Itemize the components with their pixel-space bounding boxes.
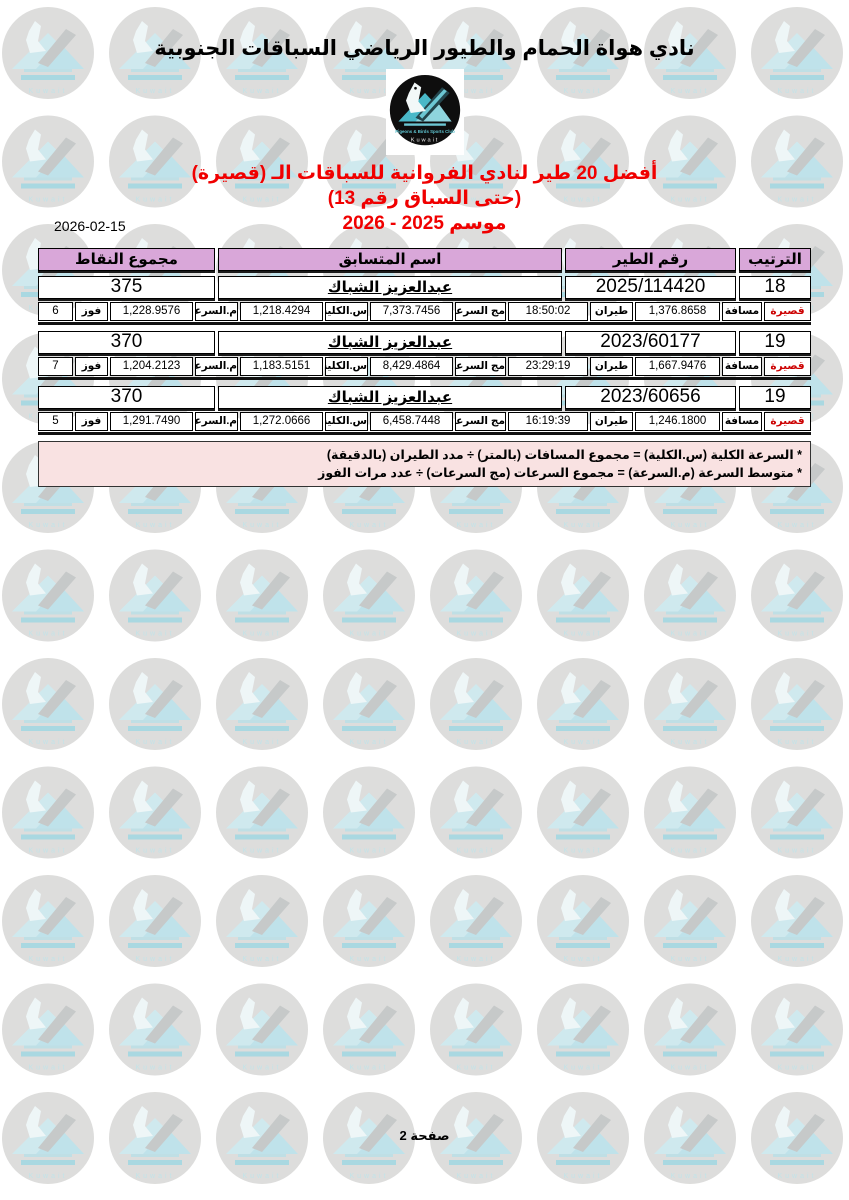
sum-speeds-label: مج السرعات — [455, 302, 506, 321]
distance-label: مسافة — [722, 357, 762, 376]
bird-number-cell: 2023/60656 — [565, 386, 736, 409]
note-total-speed: * السرعة الكلية (س.الكلية) = مجموع المسا… — [326, 448, 802, 462]
avg-speed-label: م.السرعة — [195, 357, 238, 376]
total-speed-value: 1,183.5151 — [240, 357, 323, 376]
distance-label: مسافة — [722, 302, 762, 321]
flight-time-value: 16:19:39 — [508, 412, 588, 431]
record-main-row: 19 2023/60656 عبدالعزيز الشباك 370 — [38, 386, 811, 409]
club-logo: Pigeons & Birds Sports Club Kuwait — [385, 69, 464, 155]
logo-arabic-text-line — [403, 123, 446, 126]
club-logo-icon: Pigeons & Birds Sports Club Kuwait — [389, 74, 460, 146]
page-footer: صفحة 2 — [399, 1128, 450, 1143]
table-header-row: الترتيب رقم الطير اسم المتسابق مجموع الن… — [38, 248, 811, 271]
flight-time-value: 23:29:19 — [508, 357, 588, 376]
note-average-speed: * متوسط السرعة (م.السرعة) = مجموع السرعا… — [318, 466, 802, 480]
wins-value: 7 — [38, 357, 73, 376]
table-row: 18 2025/114420 عبدالعزيز الشباك 375 قصير… — [38, 276, 811, 325]
header-competitor-name: اسم المتسابق — [218, 248, 562, 271]
avg-speed-label: م.السرعة — [195, 412, 238, 431]
distance-value: 1,246.1800 — [635, 412, 720, 431]
record-detail-row: قصيرة مسافة 1,376.8658 طيران 18:50:02 مج… — [38, 302, 811, 325]
logo-pigeon-icon — [405, 82, 426, 113]
record-detail-row: قصيرة مسافة 1,667.9476 طيران 23:29:19 مج… — [38, 357, 811, 380]
avg-speed-value: 1,291.7490 — [110, 412, 193, 431]
rank-cell: 19 — [739, 386, 811, 409]
rank-cell: 18 — [739, 276, 811, 299]
total-speed-label: س.الكلية — [325, 302, 368, 321]
wins-value: 5 — [38, 412, 73, 431]
total-speed-value: 1,218.4294 — [240, 302, 323, 321]
logo-country-label: Kuwait — [410, 137, 438, 143]
win-label: فوز — [75, 357, 108, 376]
competitor-name-cell: عبدالعزيز الشباك — [218, 386, 562, 409]
sum-speeds-value: 8,429.4864 — [370, 357, 453, 376]
win-label: فوز — [75, 412, 108, 431]
record-detail-row: قصيرة مسافة 1,246.1800 طيران 16:19:39 مج… — [38, 412, 811, 435]
category-label: قصيرة — [764, 412, 811, 431]
flight-label: طيران — [590, 357, 633, 376]
total-speed-value: 1,272.0666 — [240, 412, 323, 431]
avg-speed-value: 1,228.9576 — [110, 302, 193, 321]
rank-cell: 19 — [739, 331, 811, 354]
avg-speed-label: م.السرعة — [195, 302, 238, 321]
distance-label: مسافة — [722, 412, 762, 431]
table-row: 19 2023/60177 عبدالعزيز الشباك 370 قصيرة… — [38, 331, 811, 380]
bird-number-cell: 2025/114420 — [565, 276, 736, 299]
record-main-row: 18 2025/114420 عبدالعزيز الشباك 375 — [38, 276, 811, 299]
points-cell: 370 — [38, 331, 215, 354]
sum-speeds-label: مج السرعات — [455, 357, 506, 376]
flight-label: طيران — [590, 412, 633, 431]
win-label: فوز — [75, 302, 108, 321]
distance-value: 1,376.8658 — [635, 302, 720, 321]
competitor-name-cell: عبدالعزيز الشباك — [218, 331, 562, 354]
competitor-name-cell: عبدالعزيز الشباك — [218, 276, 562, 299]
category-label: قصيرة — [764, 357, 811, 376]
distance-value: 1,667.9476 — [635, 357, 720, 376]
header-total-points: مجموع النقاط — [38, 248, 215, 271]
logo-band-stripe — [418, 89, 447, 119]
category-label: قصيرة — [764, 302, 811, 321]
pigeon-eye — [413, 86, 417, 90]
bird-number-cell: 2023/60177 — [565, 331, 736, 354]
report-headings: أفضل 20 طير لنادي الفروانية للسباقات الـ… — [0, 161, 849, 236]
heading-best-birds: أفضل 20 طير لنادي الفروانية للسباقات الـ… — [191, 163, 658, 184]
formula-notes: * السرعة الكلية (س.الكلية) = مجموع المسا… — [38, 441, 811, 487]
heading-season: موسم 2025 - 2026 — [342, 213, 507, 234]
logo-club-name-en: Pigeons & Birds Sports Club — [395, 129, 455, 134]
flight-time-value: 18:50:02 — [508, 302, 588, 321]
points-cell: 370 — [38, 386, 215, 409]
page-title: نادي هواة الحمام والطيور الرياضي السباقا… — [154, 37, 695, 60]
sum-speeds-label: مج السرعات — [455, 412, 506, 431]
total-speed-label: س.الكلية — [325, 357, 368, 376]
wins-value: 6 — [38, 302, 73, 321]
header-bird-number: رقم الطير — [565, 248, 736, 271]
table-row: 19 2023/60656 عبدالعزيز الشباك 370 قصيرة… — [38, 386, 811, 435]
header-rank: الترتيب — [739, 248, 811, 271]
flight-label: طيران — [590, 302, 633, 321]
sum-speeds-value: 6,458.7448 — [370, 412, 453, 431]
points-cell: 375 — [38, 276, 215, 299]
standings-table: الترتيب رقم الطير اسم المتسابق مجموع الن… — [38, 248, 811, 487]
avg-speed-value: 1,204.2123 — [110, 357, 193, 376]
report-date: 2026-02-15 — [54, 218, 126, 234]
record-main-row: 19 2023/60177 عبدالعزيز الشباك 370 — [38, 331, 811, 354]
sum-speeds-value: 7,373.7456 — [370, 302, 453, 321]
heading-up-to-race: (حتى السباق رقم 13) — [327, 188, 522, 209]
total-speed-label: س.الكلية — [325, 412, 368, 431]
